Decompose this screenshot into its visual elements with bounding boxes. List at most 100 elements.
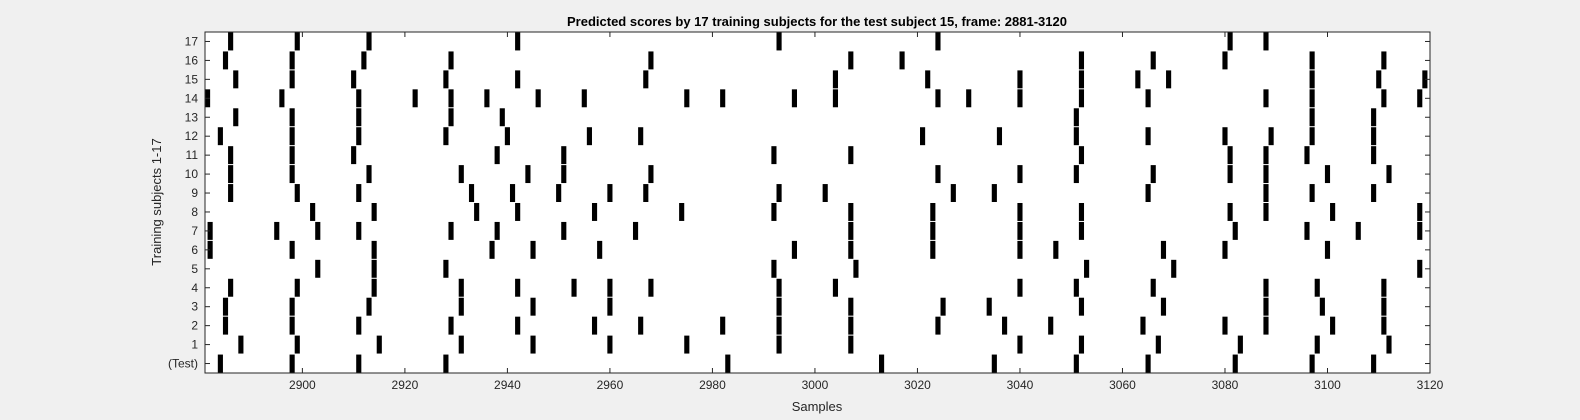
event-bar	[1309, 127, 1315, 146]
event-bar	[207, 221, 213, 240]
y-tick-label: 7	[191, 224, 198, 238]
event-bar	[1017, 165, 1023, 184]
y-tick-label: 8	[191, 205, 198, 219]
event-bar	[228, 184, 234, 202]
event-bar	[1073, 165, 1079, 184]
event-bar	[1048, 316, 1054, 335]
event-bar	[848, 146, 854, 165]
event-bar	[448, 51, 454, 70]
axis-ticks	[205, 32, 1431, 373]
event-bar	[356, 354, 362, 373]
event-bar	[1150, 278, 1156, 297]
event-bar	[1309, 51, 1315, 70]
event-bar	[607, 335, 613, 354]
event-bar	[356, 108, 362, 127]
event-bar	[233, 70, 239, 89]
event-bar	[1160, 297, 1167, 316]
event-bar	[294, 32, 300, 51]
event-bar	[1263, 203, 1269, 221]
event-bar	[1417, 89, 1423, 108]
event-bar	[1084, 259, 1090, 278]
event-bar	[1073, 354, 1079, 373]
event-bar	[228, 32, 234, 51]
event-bar	[1017, 221, 1023, 240]
event-bar	[356, 316, 362, 335]
event-bar	[1314, 335, 1320, 354]
event-bar	[1371, 184, 1377, 202]
x-tick-label: 2940	[494, 378, 521, 392]
event-bar	[1319, 297, 1325, 316]
event-bar	[515, 278, 521, 297]
chart-title: Predicted scores by 17 training subjects…	[567, 14, 1067, 29]
event-bar	[1017, 70, 1023, 89]
event-bar	[1017, 240, 1023, 259]
event-bar	[832, 278, 839, 297]
event-bar	[366, 165, 372, 184]
event-bar	[1381, 89, 1387, 108]
event-bar	[371, 278, 377, 297]
x-tick-label: 3020	[904, 378, 931, 392]
event-bar	[228, 165, 234, 184]
event-bar	[376, 335, 382, 354]
event-bar	[940, 297, 946, 316]
event-bar	[294, 335, 300, 354]
event-bar	[771, 203, 777, 221]
event-bar	[222, 316, 229, 335]
event-bar	[371, 203, 377, 221]
event-bar	[991, 184, 997, 202]
y-tick-label: 11	[186, 148, 199, 162]
event-bar	[412, 89, 418, 108]
event-bar	[289, 127, 295, 146]
event-bar	[561, 146, 567, 165]
y-tick-label: (Test)	[168, 357, 198, 371]
y-axis-title: Training subjects 1-17	[149, 138, 164, 265]
event-bar	[1263, 278, 1269, 297]
event-bar	[1263, 89, 1269, 108]
event-bar	[448, 108, 454, 127]
event-bar	[1135, 70, 1141, 89]
event-bar	[684, 335, 690, 354]
event-bar	[289, 316, 295, 335]
event-bar	[771, 146, 777, 165]
event-bar	[1140, 316, 1146, 335]
x-tick-label: 2980	[699, 378, 726, 392]
event-bar	[1078, 89, 1085, 108]
event-bar	[1386, 335, 1392, 354]
y-tick-label: 2	[191, 319, 198, 333]
event-bar	[274, 221, 280, 240]
event-bar	[643, 70, 649, 89]
event-bar	[504, 127, 510, 146]
event-bar	[986, 297, 992, 316]
x-axis-title: Samples	[792, 399, 843, 414]
event-bar	[1222, 316, 1228, 335]
event-bar	[1073, 278, 1079, 297]
event-bar	[899, 51, 905, 70]
event-bar	[1309, 184, 1315, 202]
event-bar	[530, 240, 536, 259]
x-tick-label: 3100	[1314, 378, 1341, 392]
event-bar	[1227, 32, 1233, 51]
event-bar	[556, 184, 562, 202]
event-bar	[458, 297, 464, 316]
event-bar	[525, 165, 531, 184]
event-bar	[289, 51, 295, 70]
event-bar	[1371, 354, 1377, 373]
event-bar	[1073, 127, 1079, 146]
event-bar	[1232, 354, 1238, 373]
event-bar	[356, 89, 362, 108]
event-bar	[776, 335, 782, 354]
event-bar	[515, 70, 521, 89]
event-bar	[366, 32, 372, 51]
event-bar	[848, 240, 854, 259]
event-bar	[1053, 240, 1059, 259]
event-bar	[289, 146, 295, 165]
event-bar	[1155, 335, 1161, 354]
event-bar	[443, 354, 449, 373]
event-bar	[535, 89, 541, 108]
event-bar	[1263, 32, 1269, 51]
event-bar	[356, 127, 362, 146]
event-bar	[996, 127, 1003, 146]
event-bar	[1150, 51, 1156, 70]
